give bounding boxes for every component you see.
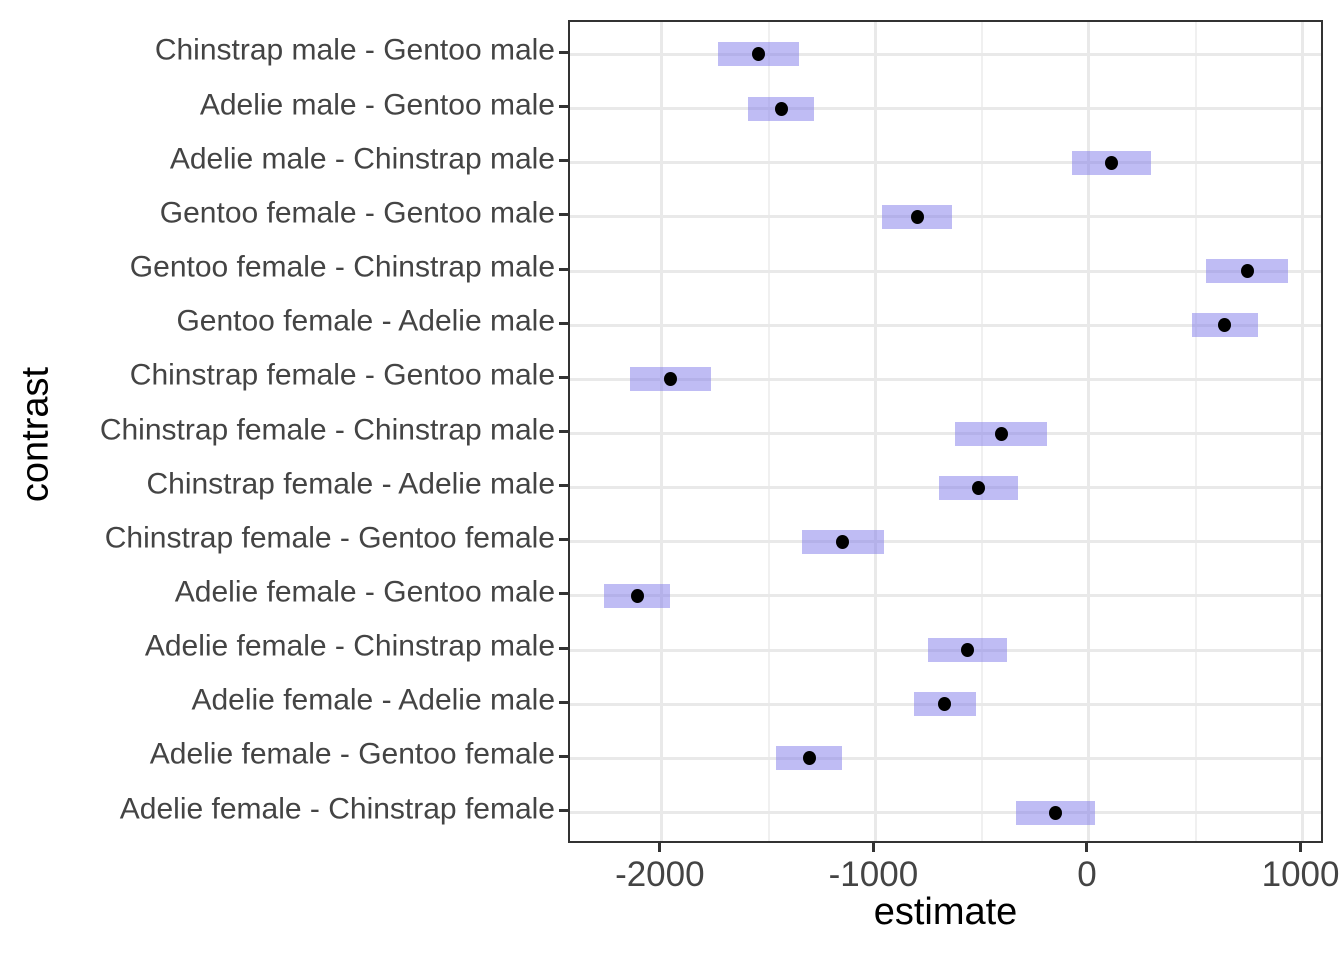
point-estimate — [960, 643, 974, 658]
x-axis-title: estimate — [873, 891, 1018, 933]
y-tick-label: Chinstrap male - Gentoo male — [154, 34, 555, 68]
point-estimate — [938, 697, 952, 712]
plot-area — [570, 22, 1321, 841]
x-tick-label: 1000 — [1261, 855, 1340, 894]
minor-gridline — [767, 22, 770, 841]
y-tick-mark — [559, 592, 568, 596]
row-gridline — [570, 269, 1321, 273]
y-tick-label: Gentoo female - Gentoo male — [159, 196, 555, 230]
major-gridline — [660, 22, 664, 841]
y-tick-label: Chinstrap female - Chinstrap male — [99, 413, 555, 447]
point-estimate — [802, 751, 816, 766]
plot-panel — [568, 20, 1323, 843]
y-tick-mark — [559, 430, 568, 433]
y-tick-label: Gentoo female - Chinstrap male — [129, 250, 555, 284]
x-tick-label: 0 — [1077, 855, 1097, 894]
y-tick-mark — [559, 809, 568, 812]
row-gridline — [570, 594, 1321, 598]
major-gridline — [1087, 22, 1091, 841]
major-gridline — [873, 22, 877, 841]
y-tick-mark — [559, 538, 568, 542]
y-tick-label: Adelie female - Chinstrap female — [119, 792, 555, 826]
y-tick-label: Gentoo female - Adelie male — [176, 304, 555, 338]
row-gridline — [570, 161, 1321, 165]
x-tick-label: -2000 — [615, 855, 705, 894]
point-estimate — [630, 588, 644, 603]
y-tick-mark — [559, 213, 568, 217]
x-tick-label: -1000 — [828, 855, 919, 894]
major-gridline — [1301, 22, 1305, 841]
y-tick-label: Adelie male - Gentoo male — [199, 88, 555, 122]
y-tick-label: Chinstrap female - Adelie male — [146, 467, 555, 501]
y-tick-label: Adelie male - Chinstrap male — [169, 142, 555, 176]
y-tick-label: Chinstrap female - Gentoo male — [129, 358, 555, 392]
y-tick-label: Chinstrap female - Gentoo female — [104, 521, 555, 555]
y-tick-mark — [559, 267, 568, 271]
y-tick-mark — [559, 484, 568, 488]
point-estimate — [910, 209, 924, 224]
y-tick-label: Adelie female - Chinstrap male — [144, 629, 555, 663]
y-tick-mark — [559, 754, 568, 758]
point-estimate — [1104, 155, 1118, 170]
y-tick-mark — [559, 50, 568, 54]
y-tick-label: Adelie female - Gentoo male — [174, 575, 555, 609]
y-tick-mark — [559, 321, 568, 325]
row-gridline — [570, 52, 1321, 56]
point-estimate — [774, 101, 788, 116]
y-tick-label: Adelie female - Gentoo female — [149, 737, 555, 771]
y-tick-mark — [559, 159, 568, 163]
row-gridline — [570, 377, 1321, 381]
x-tick-mark — [658, 842, 662, 852]
point-estimate — [664, 372, 678, 387]
point-estimate — [752, 47, 766, 62]
y-tick-mark — [559, 700, 568, 704]
y-tick-mark — [559, 375, 568, 379]
y-tick-mark — [559, 105, 568, 109]
point-estimate — [1218, 318, 1232, 333]
point-estimate — [1240, 264, 1254, 279]
row-gridline — [570, 323, 1321, 327]
y-tick-mark — [559, 646, 568, 650]
point-estimate — [972, 480, 986, 495]
point-estimate — [836, 534, 850, 549]
row-gridline — [570, 107, 1321, 111]
row-gridline — [570, 756, 1321, 760]
x-tick-mark — [1299, 842, 1303, 852]
point-estimate — [1048, 805, 1062, 820]
x-tick-mark — [871, 842, 875, 852]
point-estimate — [994, 426, 1008, 441]
row-gridline — [570, 540, 1321, 544]
row-gridline — [570, 811, 1321, 814]
y-tick-label: Adelie female - Adelie male — [191, 683, 555, 717]
row-gridline — [570, 432, 1321, 435]
minor-gridline — [1194, 22, 1197, 841]
x-tick-mark — [1085, 842, 1089, 852]
